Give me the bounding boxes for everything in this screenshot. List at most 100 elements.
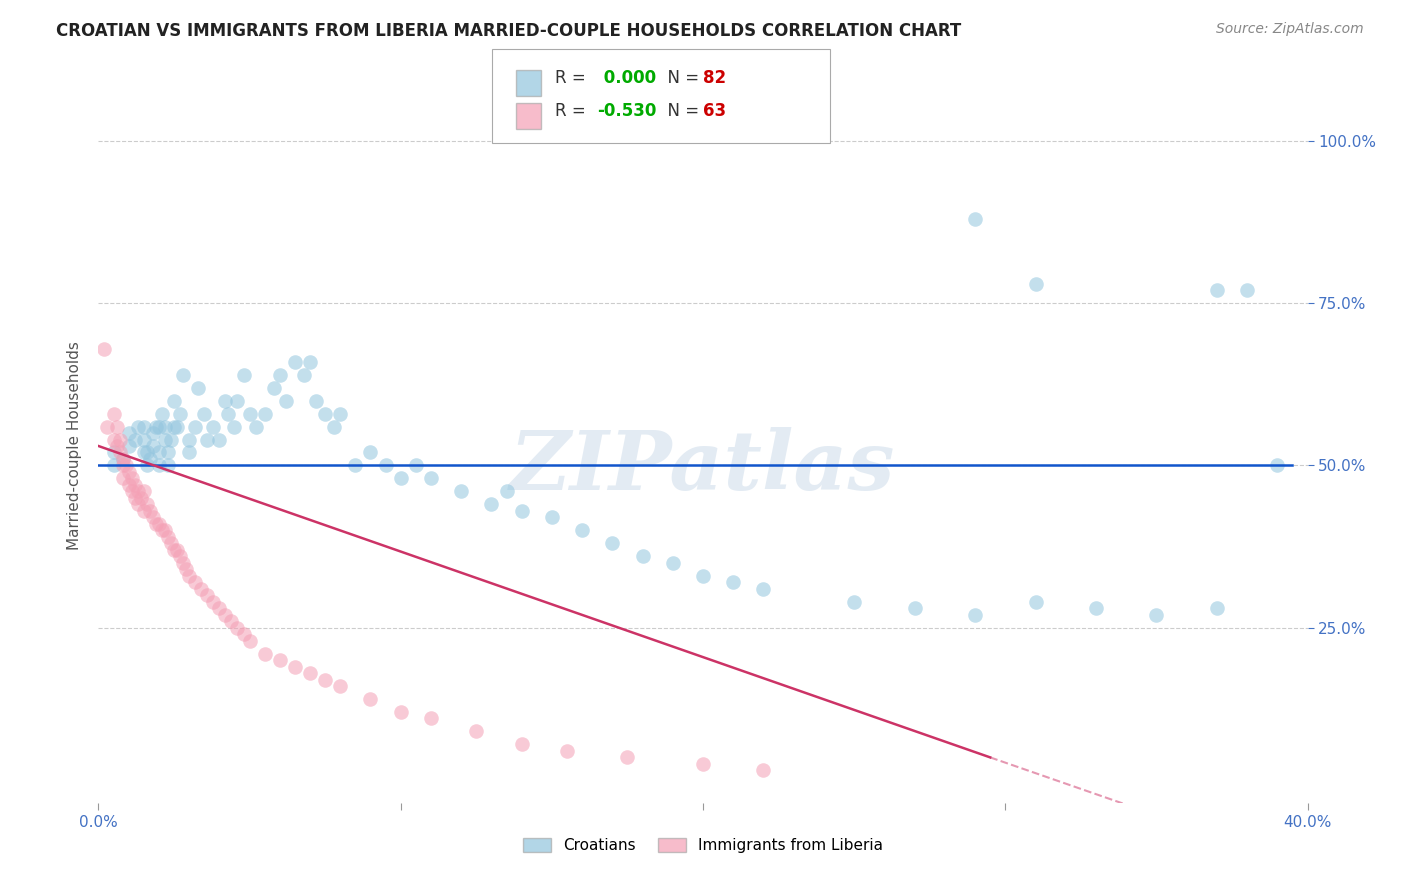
Point bbox=[127, 484, 149, 499]
Text: R =: R = bbox=[555, 70, 592, 87]
Point bbox=[166, 542, 188, 557]
Point bbox=[269, 653, 291, 667]
Point bbox=[111, 458, 134, 473]
Point bbox=[160, 536, 183, 550]
Point bbox=[166, 419, 188, 434]
Point bbox=[420, 711, 443, 725]
Text: 82: 82 bbox=[703, 70, 725, 87]
Point bbox=[752, 764, 775, 778]
Point bbox=[202, 595, 225, 609]
Point bbox=[616, 750, 638, 764]
Text: N =: N = bbox=[657, 70, 704, 87]
Point bbox=[169, 407, 191, 421]
Point bbox=[121, 471, 143, 485]
Point bbox=[132, 445, 155, 459]
Point bbox=[179, 433, 201, 447]
Point bbox=[481, 497, 503, 511]
Point bbox=[232, 368, 254, 382]
Point bbox=[314, 673, 336, 687]
Point bbox=[156, 458, 179, 473]
Point bbox=[269, 368, 291, 382]
Point bbox=[195, 588, 218, 602]
Point bbox=[129, 491, 152, 505]
Point bbox=[142, 439, 165, 453]
Point bbox=[208, 601, 231, 615]
Point bbox=[142, 425, 165, 440]
Point bbox=[105, 419, 128, 434]
Point bbox=[160, 433, 183, 447]
Point bbox=[108, 445, 131, 459]
Point bbox=[184, 575, 207, 590]
Point bbox=[118, 439, 141, 453]
Point bbox=[360, 692, 382, 706]
Point bbox=[111, 452, 134, 467]
Point bbox=[323, 419, 346, 434]
Point bbox=[284, 659, 307, 673]
Point bbox=[305, 393, 328, 408]
Point bbox=[495, 484, 517, 499]
Point bbox=[465, 724, 488, 739]
Point bbox=[156, 445, 179, 459]
Point bbox=[692, 756, 714, 771]
Point bbox=[142, 510, 165, 524]
Point bbox=[202, 419, 225, 434]
Point bbox=[150, 407, 173, 421]
Point bbox=[284, 354, 307, 368]
Point bbox=[1085, 601, 1108, 615]
Point bbox=[602, 536, 624, 550]
Point bbox=[631, 549, 654, 564]
Point bbox=[420, 471, 443, 485]
Point bbox=[153, 433, 176, 447]
Point bbox=[389, 705, 412, 719]
Text: -0.530: -0.530 bbox=[598, 103, 657, 120]
Point bbox=[111, 452, 134, 467]
Point bbox=[190, 582, 212, 596]
Text: R =: R = bbox=[555, 103, 592, 120]
Point bbox=[253, 407, 276, 421]
Point bbox=[118, 425, 141, 440]
Point bbox=[148, 445, 170, 459]
Legend: Croatians, Immigrants from Liberia: Croatians, Immigrants from Liberia bbox=[517, 832, 889, 859]
Y-axis label: Married-couple Households: Married-couple Households bbox=[67, 342, 83, 550]
Point bbox=[145, 516, 167, 531]
Point bbox=[555, 744, 578, 758]
Point bbox=[103, 445, 125, 459]
Point bbox=[844, 595, 866, 609]
Point bbox=[208, 433, 231, 447]
Text: ZIPatlas: ZIPatlas bbox=[510, 427, 896, 508]
Point bbox=[224, 419, 246, 434]
Point bbox=[169, 549, 191, 564]
Point bbox=[1267, 458, 1289, 473]
Point bbox=[965, 607, 987, 622]
Point bbox=[148, 458, 170, 473]
Point bbox=[124, 433, 146, 447]
Point bbox=[184, 419, 207, 434]
Point bbox=[179, 568, 201, 582]
Point bbox=[360, 445, 382, 459]
Point bbox=[114, 458, 136, 473]
Point bbox=[239, 633, 262, 648]
Point bbox=[148, 516, 170, 531]
Point bbox=[450, 484, 472, 499]
Point bbox=[299, 666, 322, 681]
Point bbox=[1206, 601, 1229, 615]
Point bbox=[150, 524, 173, 538]
Point bbox=[217, 407, 239, 421]
Point bbox=[723, 575, 745, 590]
Point bbox=[103, 458, 125, 473]
Point bbox=[274, 393, 297, 408]
Point bbox=[329, 679, 352, 693]
Point bbox=[195, 433, 218, 447]
Point bbox=[127, 419, 149, 434]
Point bbox=[103, 407, 125, 421]
Point bbox=[132, 484, 155, 499]
Point bbox=[214, 393, 236, 408]
Point bbox=[96, 419, 118, 434]
Point bbox=[193, 407, 215, 421]
Point bbox=[226, 393, 249, 408]
Point bbox=[124, 478, 146, 492]
Point bbox=[124, 491, 146, 505]
Point bbox=[661, 556, 683, 570]
Point bbox=[540, 510, 562, 524]
Point bbox=[163, 419, 186, 434]
